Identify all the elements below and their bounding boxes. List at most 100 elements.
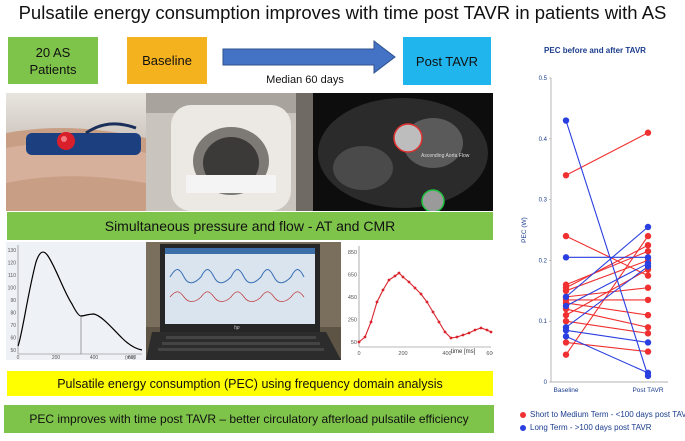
flow-y-tick: 850	[348, 250, 357, 256]
legend-label-short: Short to Medium Term - <100 days post TA…	[530, 410, 685, 419]
flow-point	[461, 333, 465, 337]
mri-scanner-photo	[146, 93, 313, 211]
pec-chart-title: PEC before and after TAVR	[544, 46, 646, 55]
pec-point-baseline	[562, 351, 570, 358]
pressure-flow-banner-text: Simultaneous pressure and flow - AT and …	[104, 218, 396, 234]
flow-point	[401, 275, 405, 279]
pec-series-line	[565, 120, 649, 377]
flow-point	[437, 320, 441, 324]
post-tavr-box: Post TAVR	[403, 37, 491, 85]
mri-flow-label: Ascending Aorta Flow	[421, 153, 470, 159]
flow-point	[363, 335, 367, 339]
pec-point-post	[644, 348, 652, 355]
legend-item-long: Long Term - >100 days post TAVR	[520, 421, 685, 434]
conclusion-banner: PEC improves with time post TAVR – bette…	[4, 405, 494, 433]
pressure-y-tick: 120	[8, 261, 17, 267]
post-tavr-label: Post TAVR	[415, 53, 479, 69]
flow-point	[443, 330, 447, 334]
flow-point	[407, 280, 411, 284]
pec-point-baseline	[562, 302, 570, 310]
pressure-y-tick: 130	[8, 248, 17, 254]
pec-point-post	[644, 324, 652, 331]
pec-analysis-banner-text: Pulsatile energy consumption (PEC) using…	[57, 376, 443, 391]
legend: Short to Medium Term - <100 days post TA…	[520, 408, 685, 434]
wrist-tonometer-photo	[6, 93, 146, 211]
mri-image-photo: Ascending Aorta Flow	[313, 93, 493, 211]
legend-item-short: Short to Medium Term - <100 days post TA…	[520, 408, 685, 421]
flow-point	[369, 320, 373, 324]
pec-point-post	[644, 223, 652, 231]
pressure-flow-banner: Simultaneous pressure and flow - AT and …	[7, 212, 493, 240]
pressure-y-tick: 50	[10, 348, 16, 354]
flow-point	[467, 331, 471, 335]
flow-y-tick: 250	[348, 318, 357, 324]
pec-point-post	[644, 272, 652, 279]
flow-x-tick: 200	[398, 351, 407, 357]
pec-point-post	[644, 330, 652, 337]
flow-y-tick: 50	[351, 340, 357, 346]
pec-point-baseline	[562, 339, 570, 346]
patients-box: 20 AS Patients	[8, 37, 98, 84]
pec-chart: 0 0.1 0.2 0.3 0.4 0.5 Baseline Post TAVR PEC (W)	[521, 76, 668, 394]
arrow-right-icon	[222, 40, 396, 74]
pec-point-post	[644, 369, 652, 377]
pec-point-post	[644, 311, 652, 319]
page-title: Pulsatile energy consumption improves wi…	[18, 2, 667, 23]
flow-point	[479, 326, 483, 330]
pec-series-line	[565, 235, 649, 355]
pec-series-line	[565, 266, 649, 328]
pec-point-post	[644, 254, 652, 261]
pec-y-label: PEC (W)	[521, 217, 528, 243]
pec-x-tick-baseline: Baseline	[554, 387, 579, 394]
pec-point-baseline	[562, 311, 570, 319]
pec-point-baseline	[562, 117, 570, 124]
baseline-box: Baseline	[127, 37, 207, 84]
pec-point-post	[644, 242, 652, 249]
pec-point-post	[644, 232, 652, 240]
pec-y-tick-label: 0.4	[539, 137, 548, 143]
flow-point	[431, 310, 435, 314]
legend-marker-long	[520, 424, 526, 431]
flow-xlabel: time [ms]	[451, 349, 476, 355]
pec-analysis-banner: Pulsatile energy consumption (PEC) using…	[7, 371, 493, 396]
legend-marker-short	[520, 411, 526, 418]
pec-point-post	[644, 296, 652, 304]
pec-point-post	[644, 129, 652, 136]
pec-y-tick-label: 0	[544, 380, 548, 386]
flow-point	[413, 286, 417, 290]
pressure-y-tick: 80	[10, 311, 16, 317]
pec-y-tick-label: 0.3	[539, 198, 548, 204]
pressure-x-unit: (ms)	[125, 355, 135, 360]
pec-point-baseline	[562, 172, 570, 179]
flow-point	[449, 336, 453, 340]
patients-label: 20 AS Patients	[29, 44, 77, 77]
flow-point	[489, 330, 493, 334]
pec-point-baseline	[562, 254, 570, 261]
pec-point-baseline	[562, 287, 570, 294]
flow-y-tick: 650	[348, 273, 357, 279]
pec-y-tick-label: 0.2	[539, 258, 548, 264]
flow-point	[455, 335, 459, 339]
pec-series-line	[565, 226, 649, 298]
pec-series-line	[565, 235, 649, 277]
pec-series-line	[565, 269, 649, 316]
legend-label-long: Long Term - >100 days post TAVR	[530, 423, 652, 432]
flow-x-tick: 0	[357, 351, 360, 357]
pressure-waveform-panel: 130 120 110 100 90 80 70 60 50 0 200 400 600 (ms)	[6, 242, 146, 361]
pec-series-line	[565, 341, 649, 353]
pec-point-post	[644, 284, 652, 291]
flow-point	[387, 278, 391, 282]
flow-waveform-panel: 850 650 450 250 50 0 200 400 600 time [ms]	[341, 242, 496, 360]
flow-point	[375, 300, 379, 304]
pressure-y-tick: 90	[10, 298, 16, 304]
pressure-y-tick: 100	[8, 286, 17, 292]
conclusion-banner-text: PEC improves with time post TAVR – bette…	[29, 412, 469, 426]
pec-x-tick-post: Post TAVR	[632, 387, 663, 394]
pressure-x-tick: 200	[52, 355, 61, 360]
flow-x-tick: 600	[486, 351, 493, 357]
pec-point-baseline	[562, 318, 570, 325]
flow-point	[425, 300, 429, 304]
pec-point-baseline	[562, 232, 570, 240]
pressure-y-tick: 110	[8, 273, 16, 279]
flow-point	[357, 340, 361, 344]
